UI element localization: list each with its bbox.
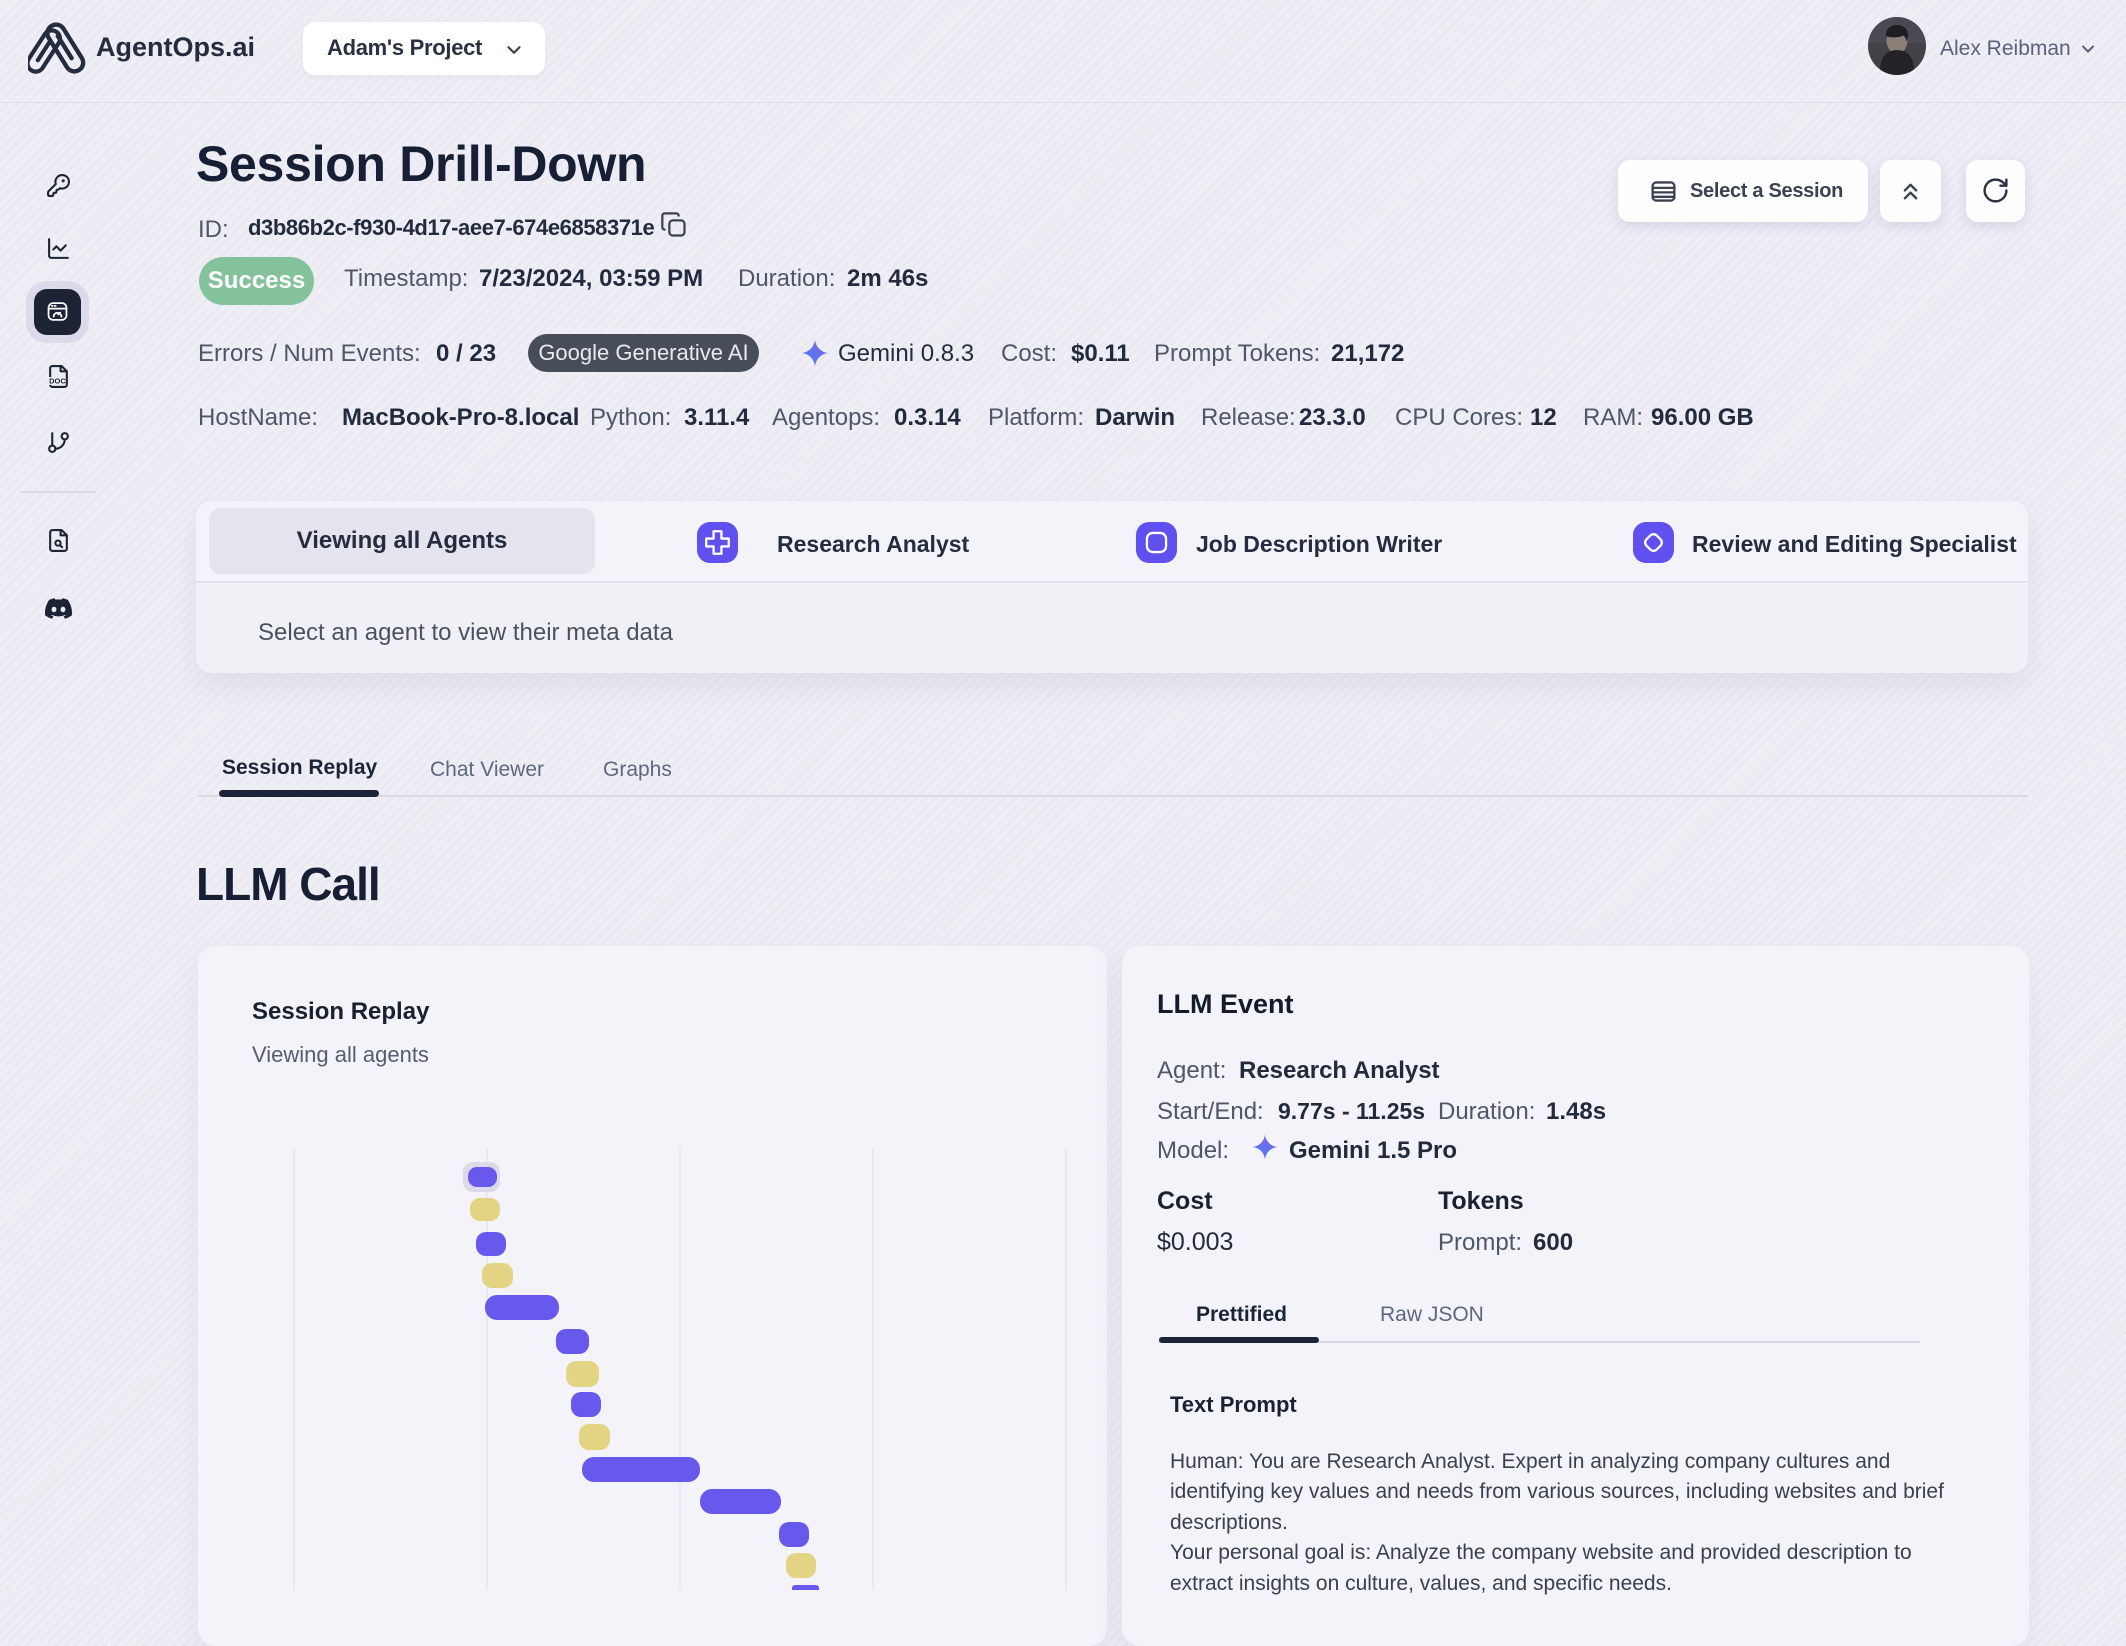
svg-text:DOC: DOC — [49, 377, 66, 386]
